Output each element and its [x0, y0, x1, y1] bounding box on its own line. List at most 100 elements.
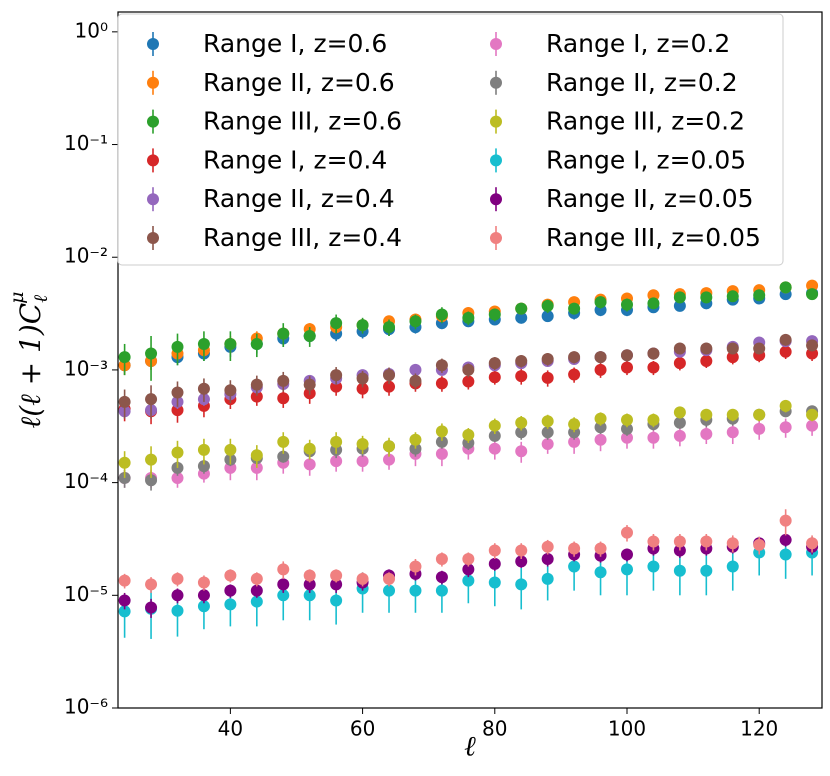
data-point	[700, 535, 713, 548]
data-point	[462, 363, 475, 376]
data-point	[488, 429, 501, 442]
data-point	[277, 563, 290, 576]
legend-label: Range I, z=0.05	[546, 145, 746, 174]
data-point	[488, 557, 501, 570]
data-point	[250, 572, 263, 585]
data-point	[197, 382, 210, 395]
data-point	[330, 369, 343, 382]
data-point	[118, 456, 131, 469]
data-point	[488, 308, 501, 321]
data-point	[356, 572, 369, 585]
data-point	[779, 533, 792, 546]
data-point	[409, 433, 422, 446]
data-point	[541, 415, 554, 428]
data-point	[515, 416, 528, 429]
legend-marker	[490, 76, 502, 89]
data-point	[700, 408, 713, 421]
data-point	[647, 535, 660, 548]
data-point	[197, 589, 210, 602]
data-point	[700, 291, 713, 304]
data-point	[753, 289, 766, 302]
data-point	[568, 435, 581, 448]
data-point	[277, 578, 290, 591]
data-point	[753, 408, 766, 421]
data-point	[277, 374, 290, 387]
legend-marker	[147, 193, 159, 206]
data-point	[409, 560, 422, 573]
data-point	[726, 537, 739, 550]
legend-label: Range II, z=0.05	[546, 184, 754, 213]
data-point	[383, 440, 396, 453]
data-point	[779, 333, 792, 346]
data-point	[541, 572, 554, 585]
data-point	[145, 474, 158, 487]
legend-marker	[147, 154, 159, 167]
data-point	[303, 589, 316, 602]
data-point	[779, 514, 792, 527]
data-point	[118, 605, 131, 618]
data-point	[673, 357, 686, 370]
data-point	[224, 569, 237, 582]
data-point	[515, 426, 528, 439]
data-point	[145, 453, 158, 466]
data-point	[145, 578, 158, 591]
legend-label: Range III, z=0.2	[546, 107, 745, 136]
data-point	[541, 540, 554, 553]
data-point	[620, 413, 633, 426]
data-point	[673, 564, 686, 577]
data-point	[303, 458, 316, 471]
data-point	[568, 368, 581, 381]
data-point	[435, 584, 448, 597]
data-point	[462, 311, 475, 324]
data-point	[647, 297, 660, 310]
data-point	[145, 393, 158, 406]
data-point	[541, 310, 554, 323]
data-point	[330, 594, 343, 607]
y-tick-label: 10⁰	[75, 18, 108, 42]
y-tick-label: 10⁻²	[64, 244, 108, 268]
data-point	[620, 563, 633, 576]
data-point	[435, 447, 448, 460]
data-point	[568, 302, 581, 315]
legend-marker	[147, 76, 159, 89]
x-tick-label: 120	[740, 717, 778, 741]
data-point	[277, 589, 290, 602]
data-point	[488, 357, 501, 370]
data-point	[435, 308, 448, 321]
data-point	[726, 426, 739, 439]
data-point	[806, 339, 819, 352]
data-point	[673, 291, 686, 304]
legend-label: Range III, z=0.4	[203, 223, 402, 252]
legend-box	[117, 13, 784, 266]
data-point	[620, 349, 633, 362]
data-point	[753, 422, 766, 435]
data-point	[594, 421, 607, 434]
data-point	[779, 281, 792, 294]
data-point	[383, 369, 396, 382]
data-point	[383, 453, 396, 466]
data-point	[224, 584, 237, 597]
data-point	[753, 342, 766, 355]
data-point	[568, 560, 581, 573]
data-point	[726, 290, 739, 303]
data-point	[594, 351, 607, 364]
data-point	[806, 537, 819, 550]
data-point	[383, 572, 396, 585]
legend-label: Range I, z=0.6	[203, 29, 387, 58]
data-point	[330, 435, 343, 448]
data-point	[250, 584, 263, 597]
data-point	[620, 548, 633, 561]
data-point	[118, 594, 131, 607]
data-point	[515, 370, 528, 383]
data-point	[330, 317, 343, 330]
data-point	[250, 337, 263, 350]
data-point	[303, 569, 316, 582]
data-point	[568, 542, 581, 555]
data-point	[356, 382, 369, 395]
data-point	[647, 347, 660, 360]
y-tick-label: 10⁻⁶	[64, 695, 108, 719]
legend-label: Range I, z=0.2	[546, 29, 730, 58]
data-point	[515, 311, 528, 324]
data-point	[726, 342, 739, 355]
y-tick-label: 10⁻⁵	[64, 582, 108, 606]
